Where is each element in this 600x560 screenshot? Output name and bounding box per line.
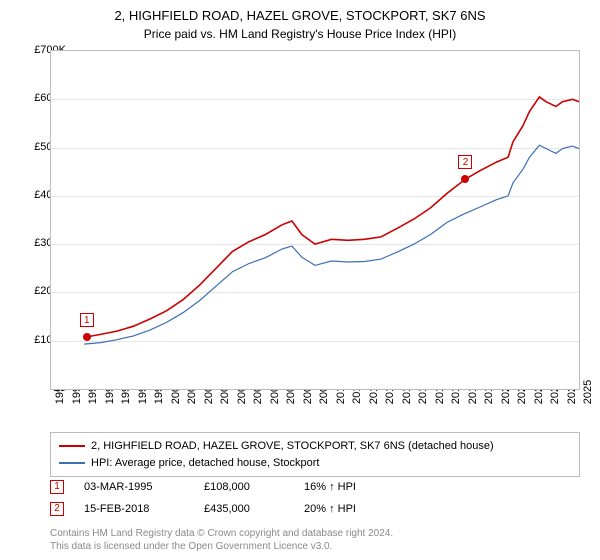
chart-container: 2, HIGHFIELD ROAD, HAZEL GROVE, STOCKPOR… — [0, 0, 600, 560]
legend-label-price-paid: 2, HIGHFIELD ROAD, HAZEL GROVE, STOCKPOR… — [91, 438, 494, 455]
sale-dot-1 — [83, 333, 91, 341]
sale-marker-1: 1 — [50, 480, 64, 494]
legend-item-hpi: HPI: Average price, detached house, Stoc… — [59, 455, 571, 472]
sale-pct-1: 16% ↑ HPI — [304, 481, 414, 493]
legend-swatch-hpi — [59, 462, 85, 464]
plot-area: 12 — [50, 50, 580, 390]
sale-price-2: £435,000 — [204, 503, 294, 515]
sale-dot-2 — [461, 175, 469, 183]
sale-price-1: £108,000 — [204, 481, 294, 493]
footer-line-2: This data is licensed under the Open Gov… — [50, 541, 393, 554]
sale-chart-marker-2: 2 — [458, 155, 472, 169]
x-tick-label: 2025 — [582, 380, 594, 404]
chart-subtitle: Price paid vs. HM Land Registry's House … — [0, 25, 600, 41]
line-series — [51, 51, 579, 389]
sale-marker-2: 2 — [50, 502, 64, 516]
series-price-paid — [87, 97, 579, 337]
sale-date-2: 15-FEB-2018 — [74, 503, 194, 515]
legend-swatch-price-paid — [59, 445, 85, 447]
footer: Contains HM Land Registry data © Crown c… — [50, 528, 393, 553]
footer-line-1: Contains HM Land Registry data © Crown c… — [50, 528, 393, 541]
sale-row-2: 2 15-FEB-2018 £435,000 20% ↑ HPI — [50, 502, 580, 516]
sale-chart-marker-1: 1 — [80, 313, 94, 327]
sale-date-1: 03-MAR-1995 — [74, 481, 194, 493]
sale-pct-2: 20% ↑ HPI — [304, 503, 414, 515]
legend-label-hpi: HPI: Average price, detached house, Stoc… — [91, 455, 320, 472]
sale-row-1: 1 03-MAR-1995 £108,000 16% ↑ HPI — [50, 480, 580, 494]
legend: 2, HIGHFIELD ROAD, HAZEL GROVE, STOCKPOR… — [50, 432, 580, 477]
chart-title: 2, HIGHFIELD ROAD, HAZEL GROVE, STOCKPOR… — [0, 0, 600, 25]
legend-item-price-paid: 2, HIGHFIELD ROAD, HAZEL GROVE, STOCKPOR… — [59, 438, 571, 455]
